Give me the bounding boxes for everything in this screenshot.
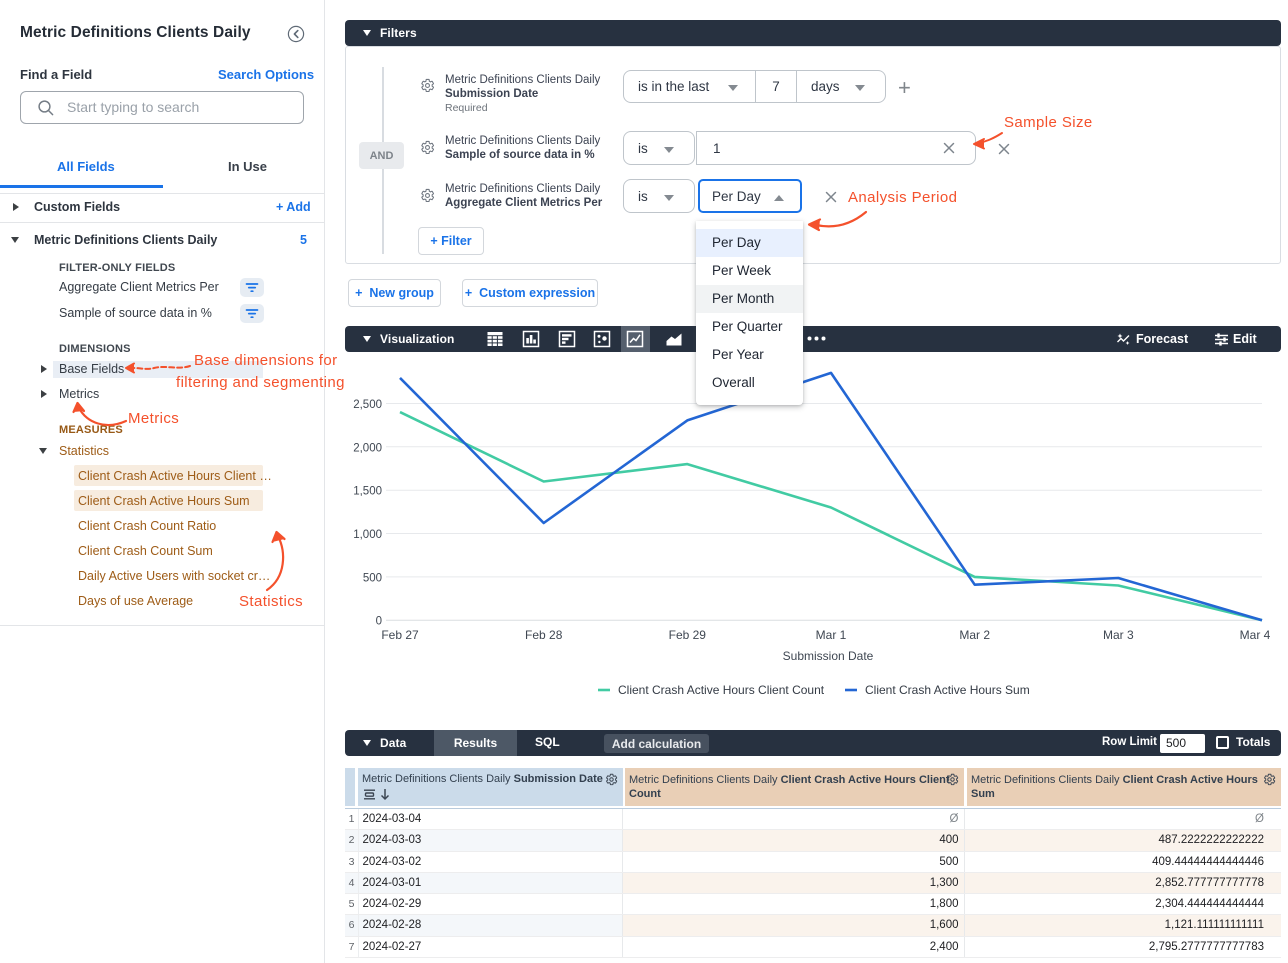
svg-text:Feb 28: Feb 28 — [525, 628, 563, 642]
svg-text:1,500: 1,500 — [353, 486, 382, 498]
svg-text:2,500: 2,500 — [353, 399, 382, 411]
svg-text:Mar 1: Mar 1 — [816, 628, 847, 642]
svg-text:Submission Date: Submission Date — [783, 649, 874, 663]
svg-text:Client Crash Active Hours Clie: Client Crash Active Hours Client Count — [618, 683, 825, 697]
svg-text:Feb 29: Feb 29 — [669, 628, 707, 642]
svg-text:Feb 27: Feb 27 — [381, 628, 419, 642]
svg-text:0: 0 — [376, 616, 382, 628]
svg-text:Mar 2: Mar 2 — [959, 628, 990, 642]
svg-text:1,000: 1,000 — [353, 529, 382, 541]
svg-text:Mar 4: Mar 4 — [1240, 628, 1271, 642]
svg-text:Mar 3: Mar 3 — [1103, 628, 1134, 642]
svg-text:500: 500 — [363, 572, 382, 584]
svg-text:2,000: 2,000 — [353, 442, 382, 454]
svg-text:Client Crash Active Hours Sum: Client Crash Active Hours Sum — [865, 683, 1030, 697]
